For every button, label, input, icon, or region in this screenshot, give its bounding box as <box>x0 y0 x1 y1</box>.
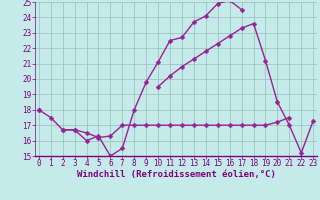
X-axis label: Windchill (Refroidissement éolien,°C): Windchill (Refroidissement éolien,°C) <box>76 170 276 179</box>
